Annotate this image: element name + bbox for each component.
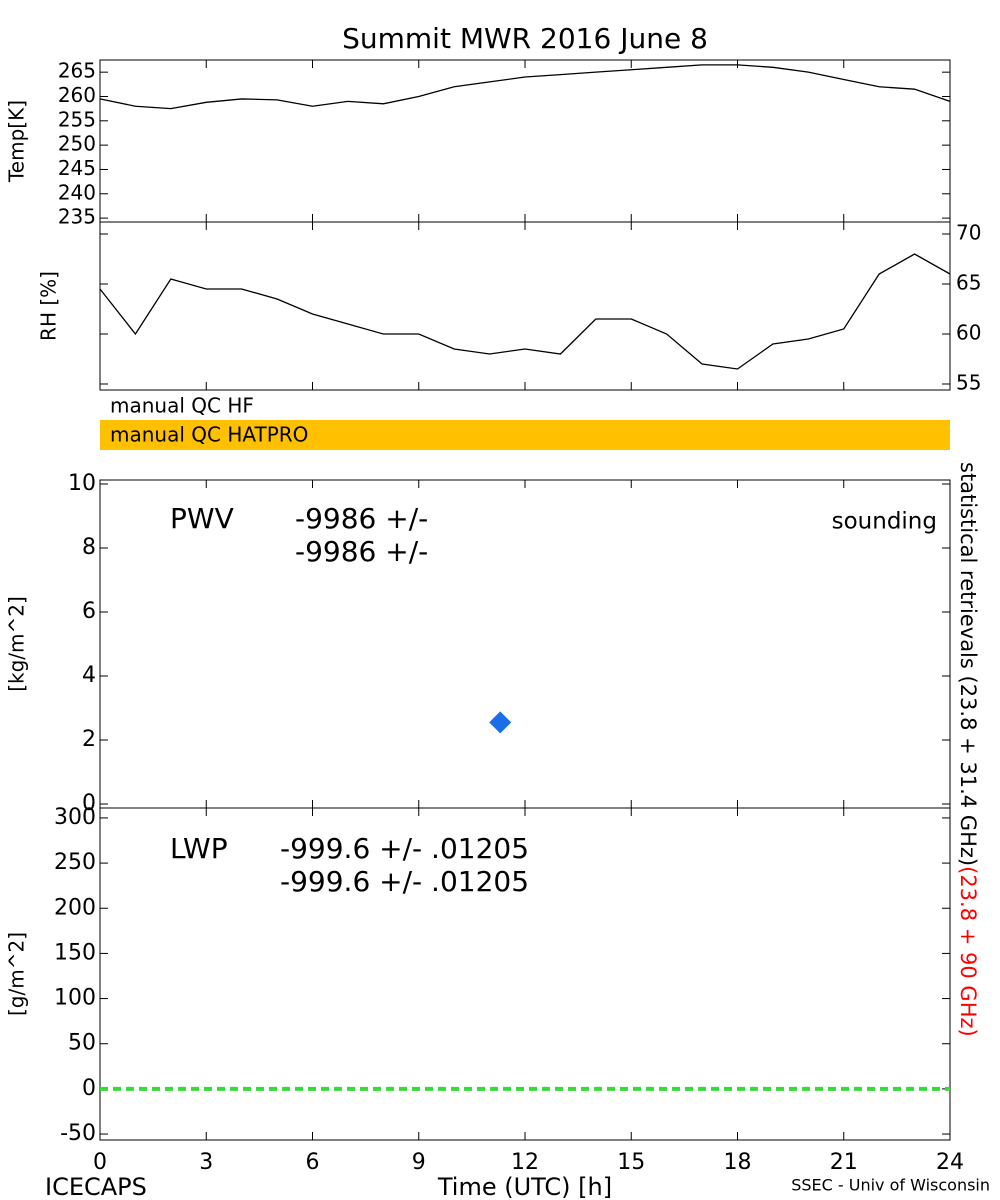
plot-frame <box>99 59 951 223</box>
legend-label: sounding <box>832 509 937 535</box>
x-tick-label: 18 <box>724 1150 752 1175</box>
y-tick-label: 255 <box>58 107 96 131</box>
y-tick-label: 300 <box>54 805 96 830</box>
y-tick-label: 0 <box>82 791 96 816</box>
qc-label: manual QC HF <box>110 394 254 418</box>
y-tick-label: 50 <box>68 1031 96 1056</box>
y-tick-label: 265 <box>58 59 96 83</box>
y-tick-label: 10 <box>68 471 96 496</box>
footer-left: ICECAPS <box>45 1173 147 1200</box>
footer-right: SSEC - Univ of Wisconsin <box>791 1176 990 1195</box>
x-tick-label: 0 <box>93 1150 107 1175</box>
annotation: -9986 +/- <box>295 535 428 568</box>
y-axis-label: [g/m^2] <box>5 932 29 1016</box>
annotation: -9986 +/- <box>295 502 428 535</box>
qc-bar <box>100 420 950 450</box>
annotation: PWV <box>170 502 234 535</box>
side-note: statistical retrievals (23.8 + 31.4 GHz)… <box>956 462 980 1037</box>
y-tick-label: 65 <box>956 271 981 295</box>
data-line <box>99 253 951 370</box>
y-tick-label: 245 <box>58 156 96 180</box>
y-tick-label: -50 <box>60 1121 96 1146</box>
y-axis-label: Temp[K] <box>5 100 29 183</box>
y-tick-label: 250 <box>58 132 96 156</box>
y-tick-label: 2 <box>82 727 96 752</box>
y-tick-label: 235 <box>58 205 96 229</box>
x-tick-label: 12 <box>511 1150 539 1175</box>
y-tick-label: 55 <box>956 371 981 395</box>
y-tick-label: 4 <box>82 663 96 688</box>
qc-label: manual QC HATPRO <box>110 423 308 447</box>
annotation: LWP <box>170 832 228 865</box>
x-tick-label: 15 <box>617 1150 645 1175</box>
x-tick-label: 21 <box>830 1150 858 1175</box>
y-tick-label: 240 <box>58 180 96 204</box>
y-tick-label: 8 <box>82 535 96 560</box>
annotation: -999.6 +/- .01205 <box>280 832 529 865</box>
plot-frame <box>99 221 951 391</box>
y-axis-label: [kg/m^2] <box>5 596 29 692</box>
data-point <box>489 711 512 734</box>
x-tick-label: 3 <box>199 1150 213 1175</box>
data-line <box>99 64 951 110</box>
y-tick-label: 100 <box>54 986 96 1011</box>
x-axis-label: Time (UTC) [h] <box>437 1173 612 1200</box>
y-tick-label: 60 <box>956 321 981 345</box>
x-tick-label: 9 <box>412 1150 426 1175</box>
side-note-red: (23.8 + 90 GHz) <box>956 866 980 1037</box>
x-tick-label: 24 <box>936 1150 964 1175</box>
y-tick-label: 6 <box>82 599 96 624</box>
side-note-black: statistical retrievals (23.8 + 31.4 GHz) <box>956 462 980 866</box>
annotation: -999.6 +/- .01205 <box>280 865 529 898</box>
y-tick-label: 150 <box>54 940 96 965</box>
y-axis-label: RH [%] <box>37 271 61 341</box>
y-tick-label: 200 <box>54 895 96 920</box>
y-tick-label: 250 <box>54 850 96 875</box>
y-tick-label: 0 <box>82 1076 96 1101</box>
y-tick-label: 260 <box>58 83 96 107</box>
y-tick-label: 70 <box>956 221 981 245</box>
chart-title: Summit MWR 2016 June 8 <box>342 22 708 55</box>
x-tick-label: 6 <box>306 1150 320 1175</box>
